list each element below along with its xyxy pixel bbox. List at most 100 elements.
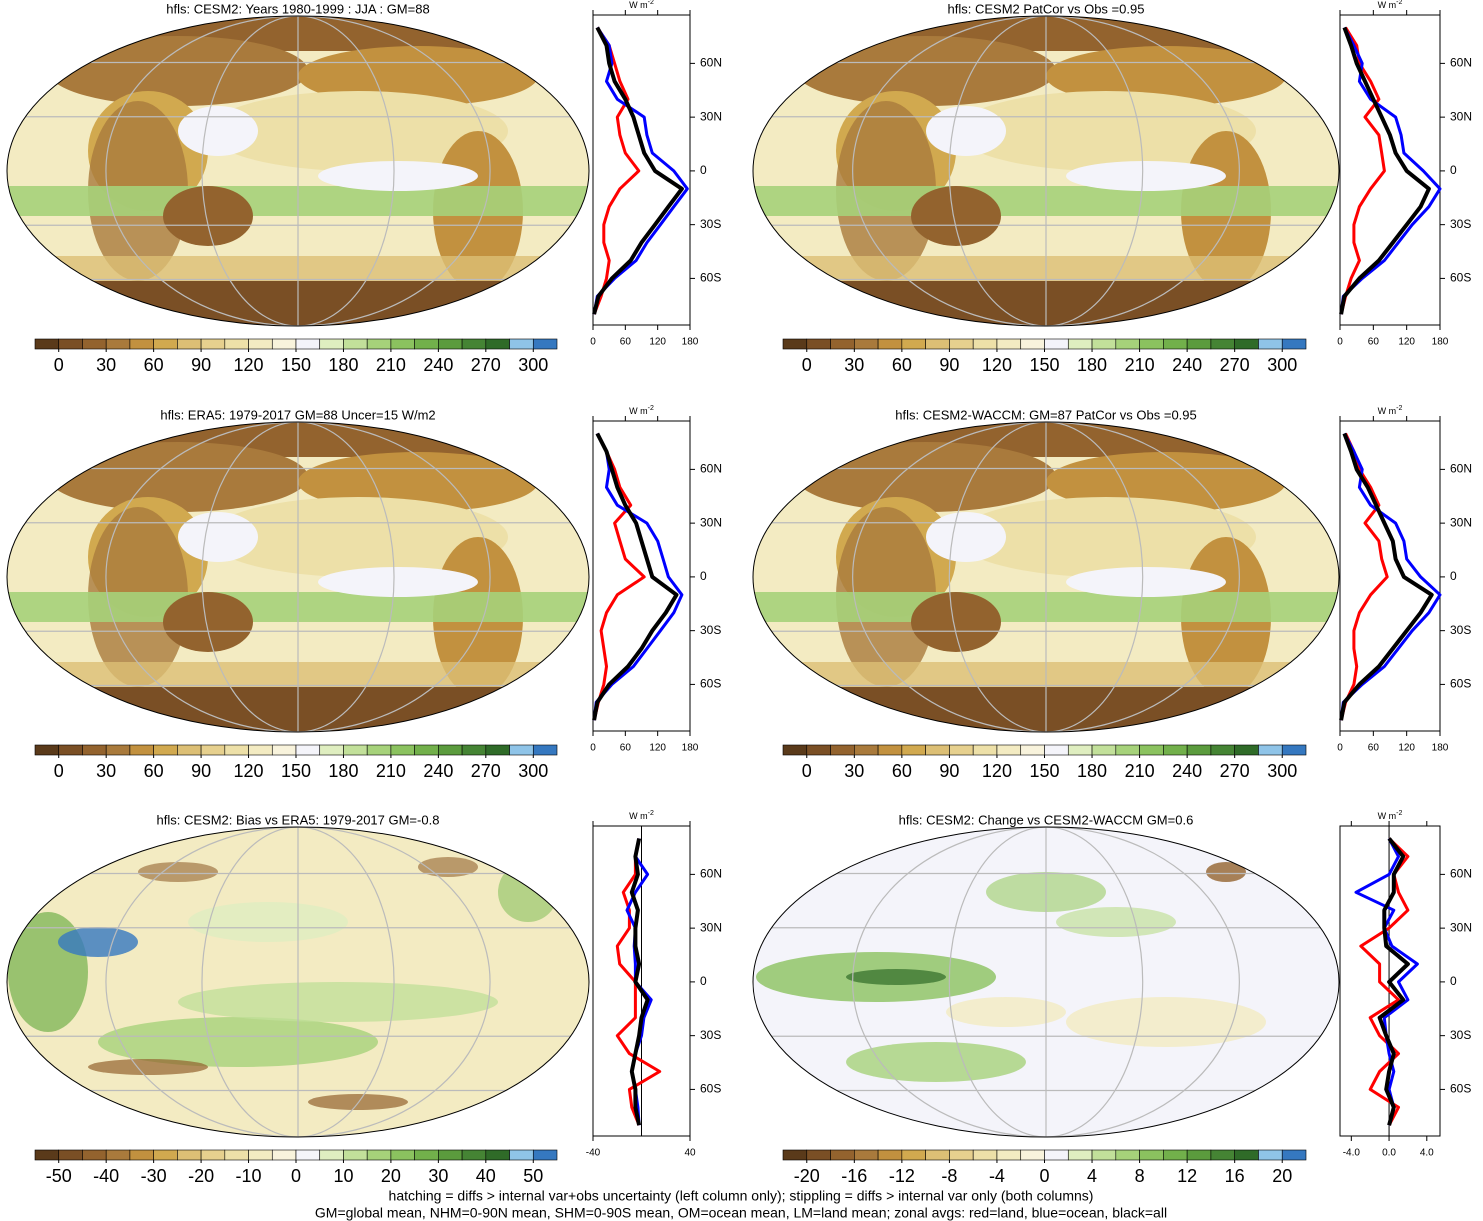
y-tick-label: 0: [700, 974, 707, 988]
map-field: [753, 422, 1339, 732]
x-tick-label: 120: [1398, 743, 1415, 754]
x-tick-label: 0: [1337, 743, 1343, 754]
colorbar-tick-label: -40: [93, 1166, 119, 1186]
field-blob: [208, 497, 508, 577]
field-blob: [48, 442, 308, 512]
x-tick-label: 60: [620, 743, 632, 754]
y-tick-label: 0: [700, 569, 707, 583]
colorbar-box: [224, 1149, 249, 1161]
colorbar-box: [806, 744, 831, 756]
x-tick-label: 120: [1398, 337, 1415, 348]
colorbar-box: [58, 744, 83, 756]
x-tick-label: 40: [684, 1148, 696, 1159]
y-tick-label: 60S: [700, 677, 721, 691]
colorbar-box: [343, 338, 368, 350]
y-tick-label: 60S: [1450, 1082, 1471, 1096]
colorbar-box: [830, 338, 855, 350]
colorbar-box: [105, 338, 131, 350]
colorbar-box: [224, 338, 249, 350]
colorbar-box: [1234, 1149, 1259, 1161]
colorbar-box: [414, 744, 439, 756]
unit-base: W m: [629, 0, 648, 10]
colorbar-box: [1139, 338, 1164, 350]
colorbar-box: [82, 338, 107, 350]
colorbar-box: [925, 1149, 950, 1161]
colorbar-box: [1020, 744, 1045, 756]
colorbar-box: [129, 1149, 154, 1161]
colorbar-box: [782, 338, 808, 350]
colorbar-tick-label: 210: [376, 761, 406, 781]
field-blob: [58, 927, 138, 957]
colorbar-box: [366, 1149, 392, 1161]
colorbar-tick-label: 60: [144, 355, 164, 375]
colorbar-tick-label: 270: [471, 355, 501, 375]
colorbar-box: [830, 744, 855, 756]
colorbar-box: [438, 338, 463, 350]
panel-title: hfls: CESM2-WACCM: GM=87 PatCor vs Obs =…: [895, 407, 1197, 422]
colorbar-box: [854, 1149, 879, 1161]
colorbar-box: [1163, 1149, 1188, 1161]
colorbar-box: [1210, 1149, 1235, 1161]
colorbar-box: [877, 1149, 903, 1161]
colorbar-box: [34, 744, 60, 756]
unit-label: W m-2: [1378, 810, 1403, 822]
map-outline: [752, 15, 1340, 327]
y-tick-label: 0: [1450, 569, 1457, 583]
y-tick-label: 0: [700, 163, 707, 177]
colorbar-box: [271, 338, 297, 350]
x-tick-label: 180: [1432, 337, 1449, 348]
y-tick-label: 30S: [1450, 1028, 1471, 1042]
colorbar-tick-label: 120: [982, 761, 1012, 781]
colorbar-box: [390, 1149, 415, 1161]
colorbar-tick-label: 16: [1225, 1166, 1245, 1186]
colorbar-box: [200, 744, 226, 756]
y-tick-label: 60N: [700, 56, 722, 70]
y-tick-label: 60S: [1450, 271, 1471, 285]
colorbar-box: [1281, 1149, 1307, 1161]
colorbar-tick-label: -10: [236, 1166, 262, 1186]
map-field: [7, 422, 589, 732]
field-blob: [1056, 907, 1176, 937]
field-blob: [178, 512, 258, 562]
x-tick-label: 0: [1337, 337, 1343, 348]
field-blob: [178, 982, 498, 1022]
colorbar-box: [925, 338, 950, 350]
field-blob: [138, 862, 218, 882]
colorbar-tick-label: -12: [889, 1166, 915, 1186]
colorbar-tick-label: 120: [234, 761, 264, 781]
map: [6, 421, 590, 733]
map: [6, 826, 590, 1138]
map: [6, 15, 590, 327]
x-tick-label: 120: [649, 337, 666, 348]
colorbar-tick-label: 270: [1220, 355, 1250, 375]
colorbar-tick-label: 210: [1125, 761, 1155, 781]
colorbar-box: [996, 744, 1022, 756]
colorbar-box: [830, 1149, 855, 1161]
colorbar-tick-label: 0: [54, 761, 64, 781]
y-tick-label: 30S: [700, 623, 721, 637]
colorbar-box: [1234, 744, 1259, 756]
map-outline: [6, 421, 590, 733]
colorbar-tick-label: 12: [1177, 1166, 1197, 1186]
colorbar-box: [1163, 744, 1188, 756]
colorbar-box: [319, 338, 344, 350]
panel-title: hfls: CESM2: Bias vs ERA5: 1979-2017 GM=…: [157, 812, 440, 827]
unit-base: W m: [1378, 0, 1397, 10]
colorbar-tick-label: 180: [1077, 355, 1107, 375]
y-tick-label: 60N: [1450, 462, 1472, 476]
graticule: [105, 827, 491, 1137]
map-field: [7, 827, 589, 1137]
colorbar-box: [129, 744, 154, 756]
colorbar-tick-label: -50: [46, 1166, 72, 1186]
colorbar-box: [1281, 338, 1307, 350]
map-field: [753, 827, 1339, 1137]
graticule: [852, 16, 1240, 326]
colorbar-box: [177, 1149, 202, 1161]
colorbar-box: [58, 338, 83, 350]
y-tick-label: 60N: [1450, 867, 1472, 881]
colorbar-box: [414, 338, 439, 350]
colorbar-box: [1258, 744, 1283, 756]
colorbar-box: [1139, 1149, 1164, 1161]
colorbar-tick-label: 300: [1267, 761, 1297, 781]
colorbar-box: [1067, 338, 1093, 350]
